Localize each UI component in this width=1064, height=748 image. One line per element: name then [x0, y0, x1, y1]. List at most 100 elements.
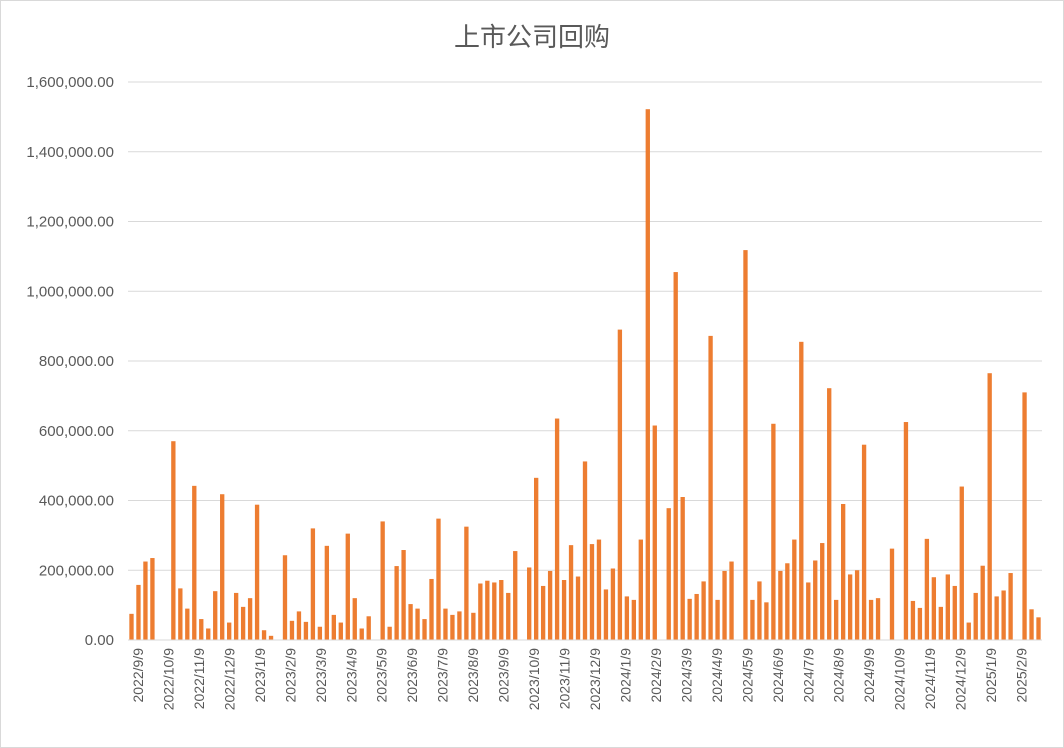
- bar: [247, 598, 253, 640]
- bar: [422, 619, 427, 640]
- y-tick-label: 0.00: [85, 632, 114, 649]
- bar: [554, 418, 560, 640]
- bar: [987, 373, 992, 640]
- bar: [931, 577, 937, 640]
- bar: [310, 528, 316, 640]
- bar: [952, 585, 957, 640]
- bar: [966, 622, 971, 640]
- x-tick-label: 2022/9/9: [130, 648, 146, 703]
- bar: [750, 599, 755, 640]
- bar: [694, 593, 699, 640]
- x-tick-label: 2024/11/9: [922, 648, 938, 709]
- bar: [492, 582, 497, 640]
- bar: [610, 568, 616, 640]
- x-tick-label: 2024/1/9: [618, 648, 634, 703]
- bar: [910, 600, 916, 640]
- bar: [561, 580, 567, 640]
- bar: [715, 599, 720, 640]
- y-tick-label: 1,000,000.00: [26, 283, 114, 300]
- bar: [799, 341, 804, 640]
- bar: [506, 592, 511, 640]
- x-axis-tick-labels: 2022/9/9 2022/10/9 2022/11/9 2022/12/9 2023/…: [130, 648, 1030, 711]
- y-axis-tick-labels: 0.00 200,000.00 400,000.00 600,000.00 800,00…: [26, 74, 114, 649]
- bar: [673, 272, 678, 640]
- bar: [764, 602, 769, 640]
- bar: [917, 607, 923, 640]
- bar: [820, 543, 825, 640]
- bar: [192, 485, 197, 640]
- bar: [185, 608, 190, 640]
- x-tick-label: 2025/1/9: [983, 648, 999, 703]
- bar: [547, 570, 553, 640]
- bar: [603, 589, 609, 640]
- bar: [701, 581, 706, 640]
- x-tick-label: 2023/9/9: [496, 648, 512, 703]
- bar: [924, 538, 930, 640]
- bar: [268, 635, 274, 640]
- bar: [568, 545, 574, 640]
- bar: [408, 604, 413, 640]
- x-tick-label: 2023/10/9: [526, 648, 542, 710]
- bar: [359, 628, 364, 640]
- bar: [729, 561, 734, 640]
- bar: [471, 612, 476, 640]
- bar: [834, 599, 839, 640]
- bar: [136, 584, 141, 640]
- bar: [938, 606, 943, 640]
- x-tick-label: 2024/9/9: [861, 648, 877, 703]
- bar: [631, 599, 637, 640]
- bar: [652, 425, 657, 640]
- x-tick-label: 2022/10/9: [161, 648, 177, 710]
- bar: [240, 606, 246, 640]
- bar: [436, 518, 441, 640]
- bar: [903, 422, 909, 640]
- x-tick-label: 2023/6/9: [404, 648, 420, 703]
- x-tick-label: 2024/12/9: [953, 648, 969, 710]
- bar: [861, 444, 867, 640]
- bar: [813, 560, 818, 640]
- chart-title: 上市公司回购: [454, 23, 610, 53]
- bar: [233, 592, 239, 640]
- bar: [757, 581, 762, 640]
- x-tick-label: 2023/4/9: [343, 648, 359, 703]
- bar: [206, 628, 211, 640]
- bar: [785, 563, 790, 640]
- bar: [973, 592, 978, 640]
- bar: [889, 548, 895, 640]
- bar: [617, 329, 623, 640]
- bar: [994, 596, 999, 640]
- bar: [534, 477, 539, 640]
- bar: [150, 558, 155, 640]
- bar: [743, 250, 748, 640]
- bar: [666, 508, 671, 640]
- bar: [513, 551, 518, 640]
- bar: [840, 503, 846, 640]
- x-tick-label: 2024/2/9: [648, 648, 664, 703]
- bar: [303, 621, 309, 640]
- bar: [213, 591, 218, 640]
- x-tick-label: 2022/12/9: [221, 648, 237, 710]
- y-tick-label: 200,000.00: [39, 562, 114, 579]
- x-tick-label: 2023/11/9: [557, 648, 573, 709]
- bar: [429, 578, 434, 640]
- bar: [352, 598, 357, 640]
- x-tick-label: 2024/5/9: [739, 648, 755, 703]
- x-tick-label: 2023/7/9: [435, 648, 451, 703]
- bar: [778, 570, 783, 640]
- bar: [199, 619, 204, 640]
- x-tick-label: 2023/3/9: [313, 648, 329, 703]
- y-tick-label: 600,000.00: [39, 423, 114, 440]
- bar: [289, 620, 295, 640]
- bar: [959, 486, 964, 640]
- bar: [771, 423, 776, 640]
- bar: [722, 570, 727, 640]
- bar: [875, 598, 881, 640]
- bar: [827, 388, 832, 640]
- x-tick-label: 2023/8/9: [465, 648, 481, 703]
- bar: [443, 608, 448, 640]
- bar: [227, 622, 232, 640]
- x-tick-label: 2023/2/9: [282, 648, 298, 703]
- bar: [171, 441, 176, 640]
- bar: [254, 504, 260, 640]
